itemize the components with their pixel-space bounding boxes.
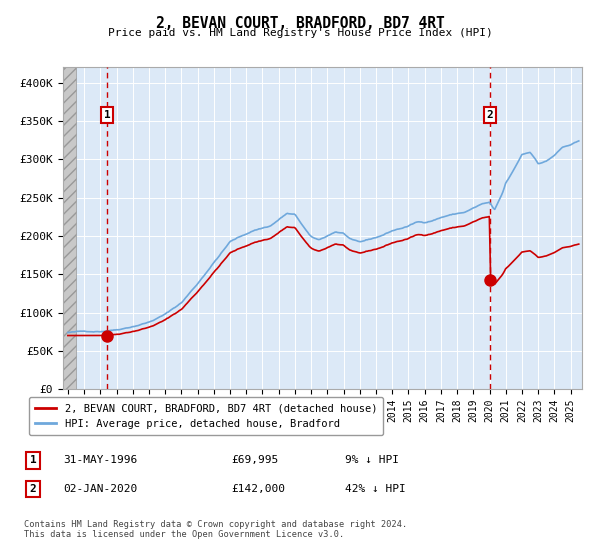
- Bar: [63, 67, 76, 389]
- Text: £69,995: £69,995: [231, 455, 278, 465]
- Text: 2: 2: [487, 110, 493, 120]
- Text: 2, BEVAN COURT, BRADFORD, BD7 4RT: 2, BEVAN COURT, BRADFORD, BD7 4RT: [155, 16, 445, 31]
- Text: Price paid vs. HM Land Registry's House Price Index (HPI): Price paid vs. HM Land Registry's House …: [107, 28, 493, 38]
- Text: 1: 1: [104, 110, 110, 120]
- Text: 31-MAY-1996: 31-MAY-1996: [63, 455, 137, 465]
- Text: 42% ↓ HPI: 42% ↓ HPI: [345, 484, 406, 494]
- Legend: 2, BEVAN COURT, BRADFORD, BD7 4RT (detached house), HPI: Average price, detached: 2, BEVAN COURT, BRADFORD, BD7 4RT (detac…: [29, 397, 383, 435]
- Text: £142,000: £142,000: [231, 484, 285, 494]
- Text: 1: 1: [29, 455, 37, 465]
- Text: 9% ↓ HPI: 9% ↓ HPI: [345, 455, 399, 465]
- Text: 2: 2: [29, 484, 37, 494]
- Text: Contains HM Land Registry data © Crown copyright and database right 2024.
This d: Contains HM Land Registry data © Crown c…: [24, 520, 407, 539]
- Text: 02-JAN-2020: 02-JAN-2020: [63, 484, 137, 494]
